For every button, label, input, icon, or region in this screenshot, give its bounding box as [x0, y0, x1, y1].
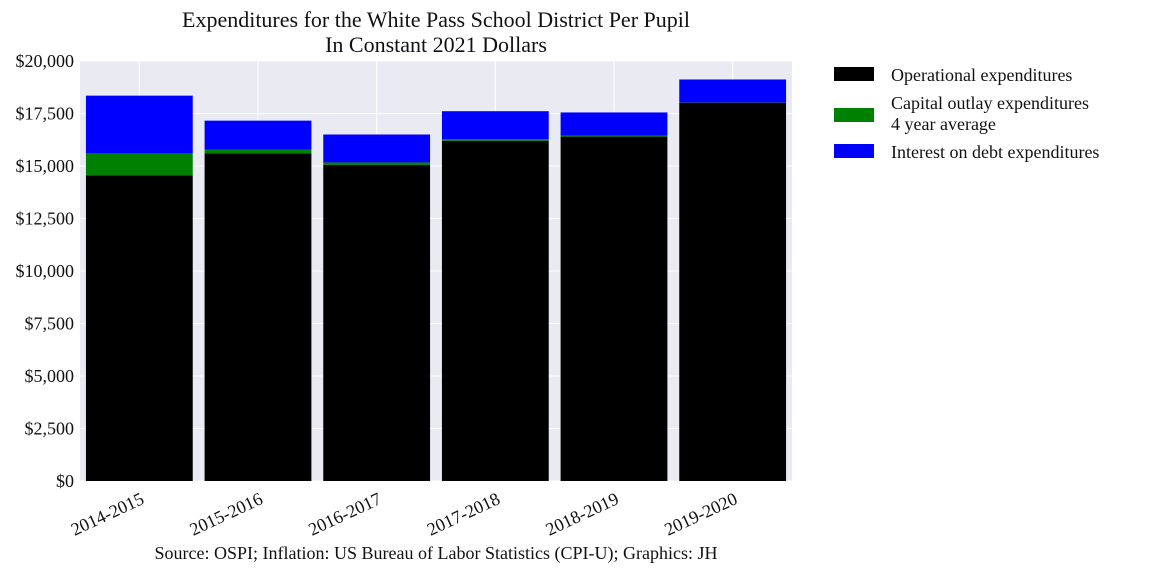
legend-swatch-operational — [834, 67, 874, 81]
x-tick-label: 2019-2020 — [661, 488, 740, 539]
bar-segment-interest — [679, 79, 787, 103]
legend-swatch-capital — [834, 108, 874, 122]
legend-label-interest: Interest on debt expenditures — [891, 142, 1100, 162]
y-tick-label: $15,000 — [16, 156, 75, 176]
source-note: Source: OSPI; Inflation: US Bureau of La… — [154, 543, 718, 563]
x-tick-label: 2014-2015 — [68, 488, 147, 539]
y-tick-label: $2,500 — [25, 419, 75, 439]
bar-segment-operational — [204, 153, 312, 481]
y-tick-label: $10,000 — [16, 261, 75, 281]
legend-label-operational: Operational expenditures — [891, 65, 1073, 85]
y-tick-label: $20,000 — [16, 51, 75, 71]
bar-segment-interest — [204, 120, 312, 150]
chart-title-line-2: In Constant 2021 Dollars — [325, 32, 547, 57]
x-tick-label: 2015-2016 — [187, 488, 266, 539]
y-tick-label: $12,500 — [16, 209, 75, 229]
bar-segment-operational — [441, 140, 549, 482]
y-tick-label: $5,000 — [25, 366, 75, 386]
legend-label-capital-line-1: Capital outlay expenditures — [891, 93, 1089, 113]
bar-segment-operational — [323, 164, 431, 481]
legend-swatch-interest — [834, 144, 874, 158]
bar-segment-interest — [323, 134, 431, 163]
bar-segment-interest — [441, 111, 549, 140]
y-tick-label: $0 — [56, 471, 74, 491]
bar-segment-operational — [679, 103, 787, 481]
y-tick-label: $7,500 — [25, 314, 75, 334]
bar-segment-interest — [560, 112, 668, 136]
legend-label-capital-line-2: 4 year average — [891, 114, 996, 134]
bar-segment-capital — [85, 153, 193, 176]
bar-segment-capital — [560, 135, 668, 137]
bar-segment-interest — [85, 95, 193, 154]
bar-segment-capital — [441, 139, 549, 141]
bar-segment-operational — [85, 175, 193, 481]
x-tick-label: 2018-2019 — [543, 488, 622, 539]
x-tick-label: 2016-2017 — [305, 488, 384, 539]
y-tick-label: $17,500 — [16, 104, 75, 124]
bar-segment-capital — [323, 162, 431, 165]
x-tick-label: 2017-2018 — [424, 488, 503, 539]
bar-segment-operational — [560, 136, 668, 481]
chart-title-line-1: Expenditures for the White Pass School D… — [182, 7, 690, 32]
bar-segment-capital — [204, 149, 312, 154]
